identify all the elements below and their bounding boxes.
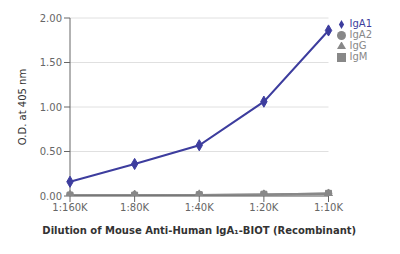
svg-text:1.50: 1.50 — [40, 57, 62, 68]
svg-text:1:10K: 1:10K — [314, 202, 343, 213]
html-text:IgA2: IgA2 — [349, 29, 372, 40]
svg-text:0.50: 0.50 — [40, 146, 62, 157]
svg-text:0.00: 0.00 — [40, 191, 62, 202]
svg-text:1:160K: 1:160K — [52, 202, 88, 213]
svg-text:2.00: 2.00 — [40, 13, 62, 24]
svg-text:1:20K: 1:20K — [249, 202, 278, 213]
svg-text:1:80K: 1:80K — [120, 202, 149, 213]
svg-text:1:40K: 1:40K — [185, 202, 214, 213]
html-text:IgA1: IgA1 — [349, 18, 372, 29]
svg-text:O.D. at 405 nm: O.D. at 405 nm — [17, 69, 28, 145]
html-text:IgG: IgG — [349, 40, 367, 51]
svg-text:1.00: 1.00 — [40, 102, 62, 113]
html-text:IgM: IgM — [349, 51, 368, 62]
svg-text:Dilution of Mouse Anti-Human I: Dilution of Mouse Anti-Human IgA₁-BIOT (… — [42, 225, 356, 236]
